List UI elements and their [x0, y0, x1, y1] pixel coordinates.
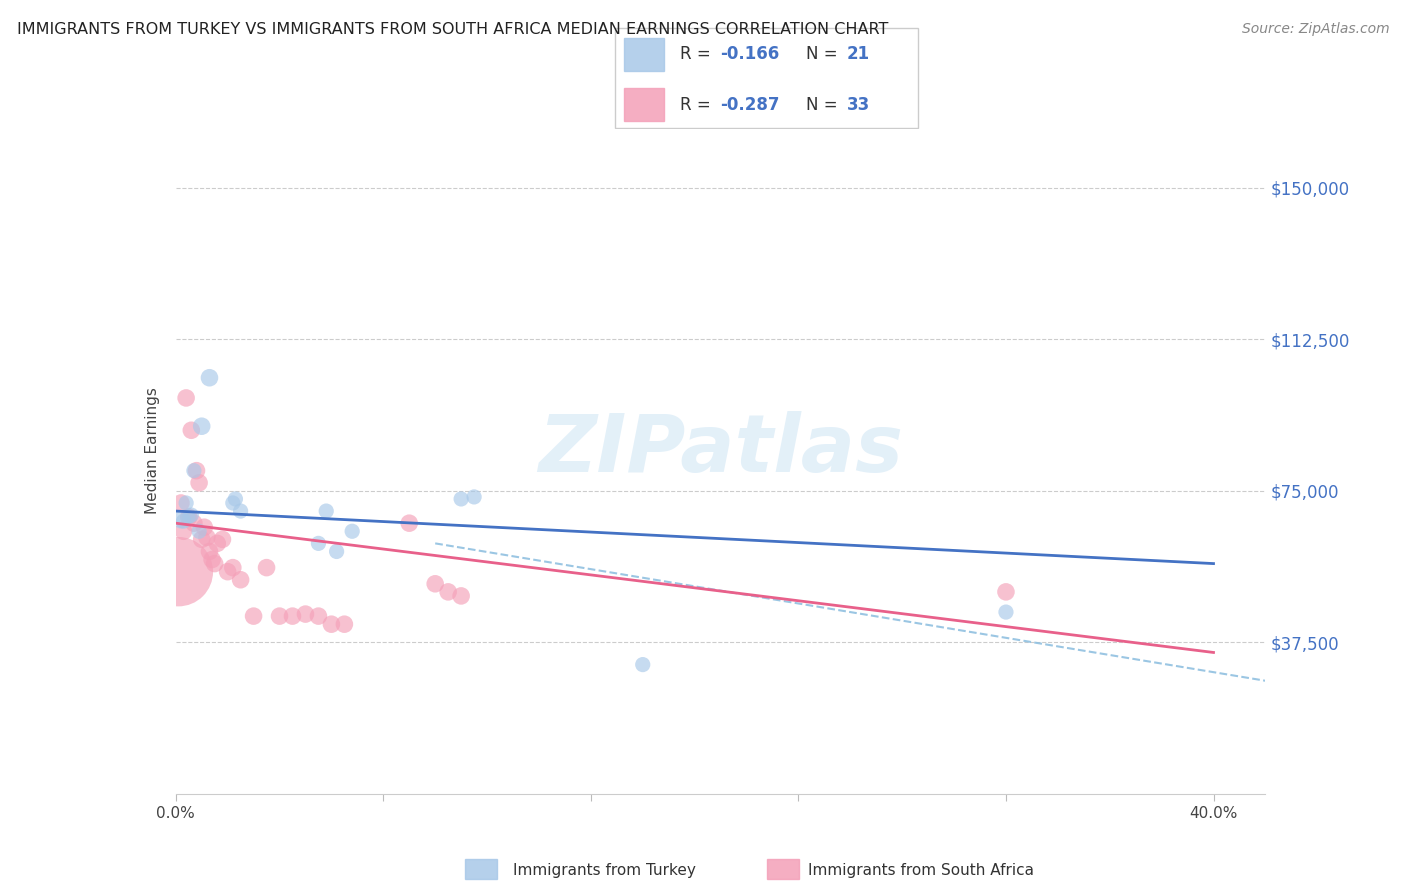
Point	[994, 585, 1017, 599]
Point	[190, 533, 212, 547]
Point	[217, 565, 239, 579]
Point	[222, 496, 245, 510]
Point	[211, 533, 233, 547]
Point	[198, 370, 221, 384]
Y-axis label: Median Earnings: Median Earnings	[145, 387, 160, 514]
Text: Source: ZipAtlas.com: Source: ZipAtlas.com	[1241, 22, 1389, 37]
Point	[325, 544, 347, 558]
Text: -0.166: -0.166	[720, 45, 779, 63]
Bar	[624, 38, 664, 70]
Point	[281, 609, 304, 624]
Point	[398, 516, 420, 531]
Text: ZIPatlas: ZIPatlas	[538, 411, 903, 490]
Text: 21: 21	[846, 45, 870, 63]
Bar	[624, 88, 664, 121]
Point	[174, 496, 197, 510]
Point	[204, 557, 226, 571]
Point	[180, 508, 202, 522]
Point	[242, 609, 264, 624]
Point	[188, 524, 211, 539]
Text: Immigrants from South Africa: Immigrants from South Africa	[808, 863, 1035, 878]
Point	[173, 514, 195, 528]
FancyBboxPatch shape	[614, 28, 918, 128]
Point	[173, 524, 195, 539]
Point	[333, 617, 356, 632]
Text: N =: N =	[807, 45, 844, 63]
Point	[207, 536, 229, 550]
Point	[450, 491, 472, 506]
Point	[195, 530, 218, 544]
Bar	[464, 859, 496, 879]
Point	[170, 512, 193, 526]
Point	[307, 609, 329, 624]
Bar	[768, 859, 799, 879]
Text: N =: N =	[807, 95, 844, 113]
Point	[631, 657, 654, 672]
Point	[994, 605, 1017, 619]
Point	[193, 520, 215, 534]
Point	[321, 617, 343, 632]
Text: 33: 33	[846, 95, 870, 113]
Point	[183, 516, 205, 531]
Point	[177, 510, 200, 524]
Point	[224, 491, 246, 506]
Point	[340, 524, 363, 539]
Point	[222, 560, 245, 574]
Text: R =: R =	[679, 95, 716, 113]
Point	[307, 536, 329, 550]
Point	[186, 464, 208, 478]
Text: R =: R =	[679, 45, 716, 63]
Point	[190, 419, 212, 434]
Point	[315, 504, 337, 518]
Point	[170, 496, 193, 510]
Text: Immigrants from Turkey: Immigrants from Turkey	[513, 863, 696, 878]
Point	[269, 609, 291, 624]
Point	[256, 560, 278, 574]
Text: IMMIGRANTS FROM TURKEY VS IMMIGRANTS FROM SOUTH AFRICA MEDIAN EARNINGS CORRELATI: IMMIGRANTS FROM TURKEY VS IMMIGRANTS FRO…	[17, 22, 889, 37]
Text: -0.287: -0.287	[720, 95, 779, 113]
Point	[229, 504, 252, 518]
Point	[180, 423, 202, 437]
Point	[201, 552, 224, 566]
Point	[177, 510, 200, 524]
Point	[174, 391, 197, 405]
Point	[198, 544, 221, 558]
Point	[183, 464, 205, 478]
Point	[294, 607, 316, 621]
Point	[450, 589, 472, 603]
Point	[188, 475, 211, 490]
Point	[425, 576, 447, 591]
Point	[229, 573, 252, 587]
Point	[437, 585, 460, 599]
Point	[167, 565, 190, 579]
Point	[463, 490, 485, 504]
